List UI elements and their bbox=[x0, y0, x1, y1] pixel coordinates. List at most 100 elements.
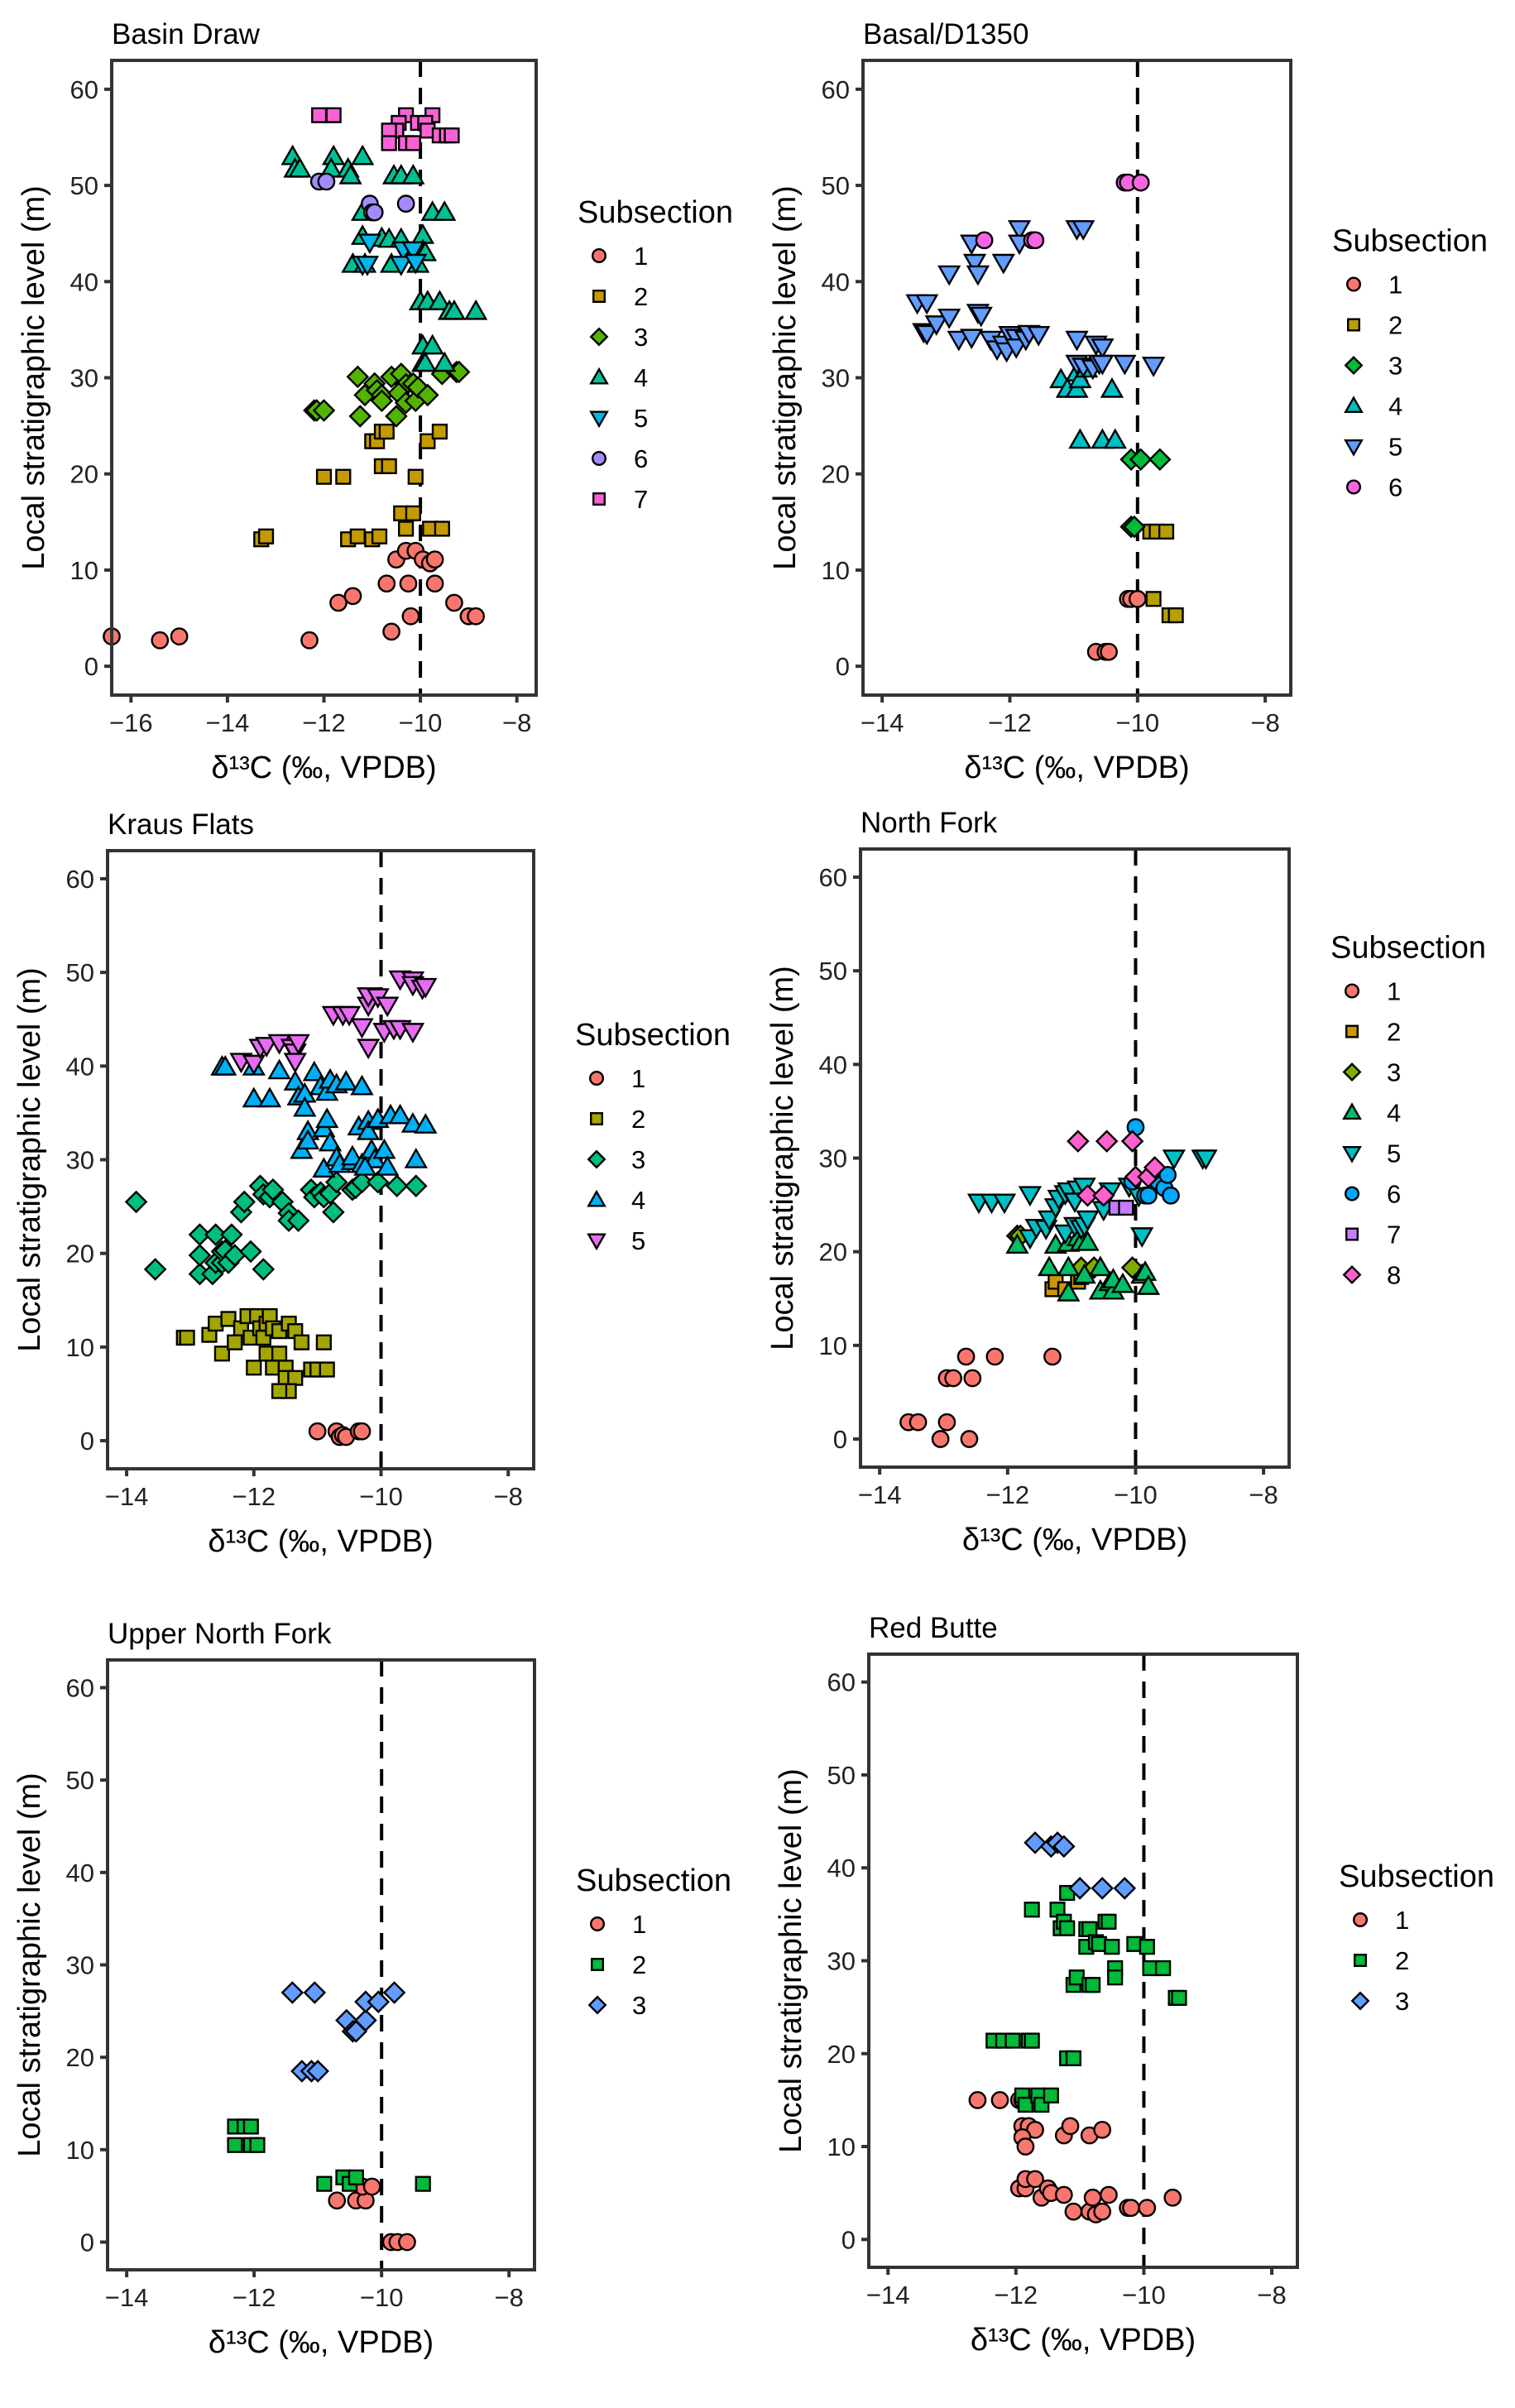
legend-label: 2 bbox=[632, 1950, 646, 1979]
y-tick-label: 30 bbox=[66, 1951, 94, 1980]
data-point bbox=[179, 1329, 195, 1346]
data-point bbox=[1110, 1272, 1135, 1293]
data-point bbox=[267, 1058, 291, 1080]
y-tick-label: 60 bbox=[66, 865, 94, 894]
data-point bbox=[1027, 325, 1051, 347]
data-point bbox=[1194, 1149, 1218, 1170]
data-point bbox=[915, 324, 939, 346]
series-2 bbox=[253, 423, 450, 548]
data-point bbox=[338, 163, 362, 185]
data-point bbox=[315, 1107, 339, 1129]
data-point bbox=[353, 1155, 377, 1176]
series-2 bbox=[227, 2118, 431, 2192]
series-8 bbox=[1067, 1130, 1167, 1207]
data-point bbox=[991, 253, 1015, 275]
legend-label: 3 bbox=[1387, 1058, 1401, 1087]
data-point bbox=[242, 2118, 259, 2135]
data-point bbox=[1065, 330, 1089, 352]
legend-title: Subsection bbox=[578, 195, 733, 230]
x-axis-label: δ¹³C (‰, VPDB) bbox=[971, 2323, 1196, 2358]
legend: Subsection 1 2 3 bbox=[1339, 1859, 1494, 2016]
series-6 bbox=[975, 173, 1150, 250]
legend-label: 3 bbox=[632, 1991, 646, 2020]
legend-key bbox=[1344, 983, 1360, 999]
data-point bbox=[357, 233, 382, 255]
x-tick-label: −12 bbox=[233, 2283, 276, 2312]
data-point bbox=[1018, 1186, 1043, 1207]
data-point bbox=[242, 1054, 266, 1076]
data-point bbox=[1093, 2202, 1112, 2221]
data-point bbox=[315, 468, 333, 485]
data-point bbox=[346, 365, 370, 389]
data-point bbox=[376, 1155, 400, 1176]
data-point bbox=[286, 1034, 310, 1055]
data-point bbox=[1100, 2185, 1118, 2204]
series-3 bbox=[1024, 1831, 1137, 1900]
data-point bbox=[962, 253, 987, 275]
data-point bbox=[414, 977, 438, 999]
data-point bbox=[170, 627, 189, 645]
legend-key bbox=[1345, 1024, 1359, 1039]
panel-title: Upper North Fork bbox=[108, 1618, 332, 1650]
data-point bbox=[343, 587, 362, 606]
legend: Subsection 1 2 3 4 5 6 bbox=[1332, 224, 1488, 502]
data-point bbox=[433, 200, 457, 221]
data-point bbox=[1148, 448, 1172, 472]
data-point bbox=[261, 1178, 285, 1202]
data-point bbox=[1017, 2096, 1034, 2113]
x-tick-label: −14 bbox=[861, 708, 904, 737]
legend-key bbox=[591, 1957, 605, 1971]
series-1 bbox=[103, 541, 485, 650]
legend-label: 7 bbox=[1387, 1221, 1401, 1250]
legend-key bbox=[589, 1916, 606, 1932]
data-point bbox=[400, 1023, 425, 1043]
legend-title: Subsection bbox=[575, 1018, 731, 1053]
series-7 bbox=[311, 107, 460, 151]
panel-title: Red Butte bbox=[869, 1612, 998, 1644]
data-point bbox=[1091, 354, 1115, 376]
y-axis-label: Local stratigraphic level (m) bbox=[774, 1768, 808, 2153]
data-point bbox=[1139, 1186, 1158, 1205]
data-point bbox=[413, 351, 438, 372]
data-point bbox=[1072, 220, 1095, 241]
data-point bbox=[956, 1347, 976, 1366]
y-tick-label: 60 bbox=[822, 75, 850, 104]
data-point bbox=[348, 2169, 364, 2185]
data-point bbox=[377, 574, 396, 593]
data-point bbox=[404, 253, 428, 275]
y-tick-label: 20 bbox=[66, 1240, 94, 1269]
x-tick-label: −10 bbox=[359, 1482, 403, 1511]
legend-key bbox=[1344, 1186, 1360, 1202]
data-point bbox=[227, 2137, 243, 2153]
data-point bbox=[1024, 1831, 1047, 1854]
data-point bbox=[463, 299, 488, 320]
y-tick-label: 20 bbox=[819, 1238, 847, 1267]
panel-title: Basin Draw bbox=[112, 18, 261, 50]
data-point bbox=[352, 1422, 372, 1441]
legend-title: Subsection bbox=[1332, 224, 1488, 259]
series-2 bbox=[175, 1307, 335, 1399]
x-axis-label: δ¹³C (‰, VPDB) bbox=[964, 751, 1189, 785]
data-point bbox=[407, 468, 424, 485]
y-axis-label: Local stratigraphic level (m) bbox=[765, 966, 800, 1350]
data-point bbox=[405, 505, 421, 521]
data-point bbox=[367, 1990, 391, 2013]
data-point bbox=[378, 423, 395, 440]
y-axis-label: Local stratigraphic level (m) bbox=[768, 185, 803, 570]
y-tick-label: 40 bbox=[822, 267, 850, 296]
data-point bbox=[1026, 2170, 1044, 2189]
data-point bbox=[283, 1053, 307, 1074]
data-point bbox=[944, 1369, 962, 1388]
legend-key bbox=[1342, 1062, 1362, 1082]
data-point bbox=[1139, 1939, 1155, 1955]
data-point bbox=[443, 127, 460, 144]
x-tick-label: −12 bbox=[986, 1480, 1030, 1509]
data-point bbox=[350, 1074, 374, 1096]
data-point bbox=[1163, 2188, 1182, 2207]
legend-label: 3 bbox=[634, 323, 648, 352]
data-point bbox=[1053, 1224, 1077, 1245]
data-point bbox=[376, 996, 400, 1018]
x-tick-label: −12 bbox=[302, 708, 346, 737]
legend: Subsection 1 2 3 bbox=[576, 1864, 731, 2020]
